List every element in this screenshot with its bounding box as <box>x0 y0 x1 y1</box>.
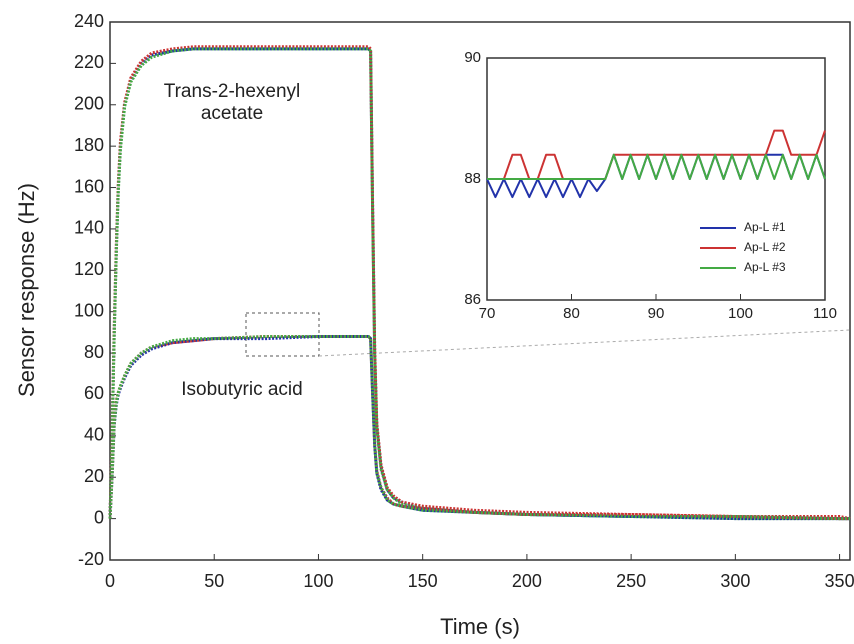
data-line <box>108 335 850 521</box>
y-tick-label: 80 <box>84 342 104 362</box>
annotation: Isobutyric acid <box>181 379 302 400</box>
y-tick-label: 180 <box>74 135 104 155</box>
data-line <box>108 335 850 521</box>
x-tick-label: 110 <box>813 305 837 322</box>
x-tick-label: 70 <box>479 305 496 322</box>
annotation: acetate <box>201 103 263 124</box>
y-tick-label: 20 <box>84 466 104 486</box>
y-tick-label: 240 <box>74 11 104 31</box>
y-tick-label: -20 <box>78 549 104 569</box>
y-tick-label: 90 <box>464 49 481 66</box>
legend-label: Ap-L #1 <box>744 220 786 234</box>
x-axis-label: Time (s) <box>440 614 520 639</box>
y-tick-label: 120 <box>74 259 104 279</box>
zoom-box <box>245 312 320 357</box>
y-tick-label: 60 <box>84 383 104 403</box>
y-tick-label: 220 <box>74 52 104 72</box>
y-axis-label: Sensor response (Hz) <box>14 183 39 397</box>
y-tick-label: 140 <box>74 218 104 238</box>
data-line <box>108 45 851 521</box>
y-tick-label: 86 <box>464 291 481 308</box>
x-tick-label: 150 <box>408 571 438 591</box>
plot-frame <box>109 21 851 561</box>
x-tick-label: 80 <box>563 305 580 322</box>
x-tick-label: 100 <box>303 571 333 591</box>
x-tick-label: 90 <box>648 305 665 322</box>
data-line <box>487 129 826 180</box>
y-tick-label: 40 <box>84 425 104 445</box>
data-line <box>108 335 850 521</box>
y-tick-label: 0 <box>94 507 104 527</box>
x-tick-label: 100 <box>728 305 753 322</box>
legend-label: Ap-L #2 <box>744 240 786 254</box>
y-tick-label: 88 <box>464 170 481 187</box>
x-tick-label: 300 <box>720 571 750 591</box>
y-tick-label: 200 <box>74 94 104 114</box>
legend-label: Ap-L #3 <box>744 260 786 274</box>
x-tick-label: 200 <box>512 571 542 591</box>
x-tick-label: 0 <box>105 571 115 591</box>
zoom-connector <box>318 329 851 357</box>
y-tick-label: 100 <box>74 300 104 320</box>
x-tick-label: 350 <box>825 571 854 591</box>
x-tick-label: 250 <box>616 571 646 591</box>
y-tick-label: 160 <box>74 176 104 196</box>
data-line <box>487 153 826 180</box>
annotation: Trans-2-hexenyl <box>164 81 301 102</box>
x-tick-label: 50 <box>204 571 224 591</box>
